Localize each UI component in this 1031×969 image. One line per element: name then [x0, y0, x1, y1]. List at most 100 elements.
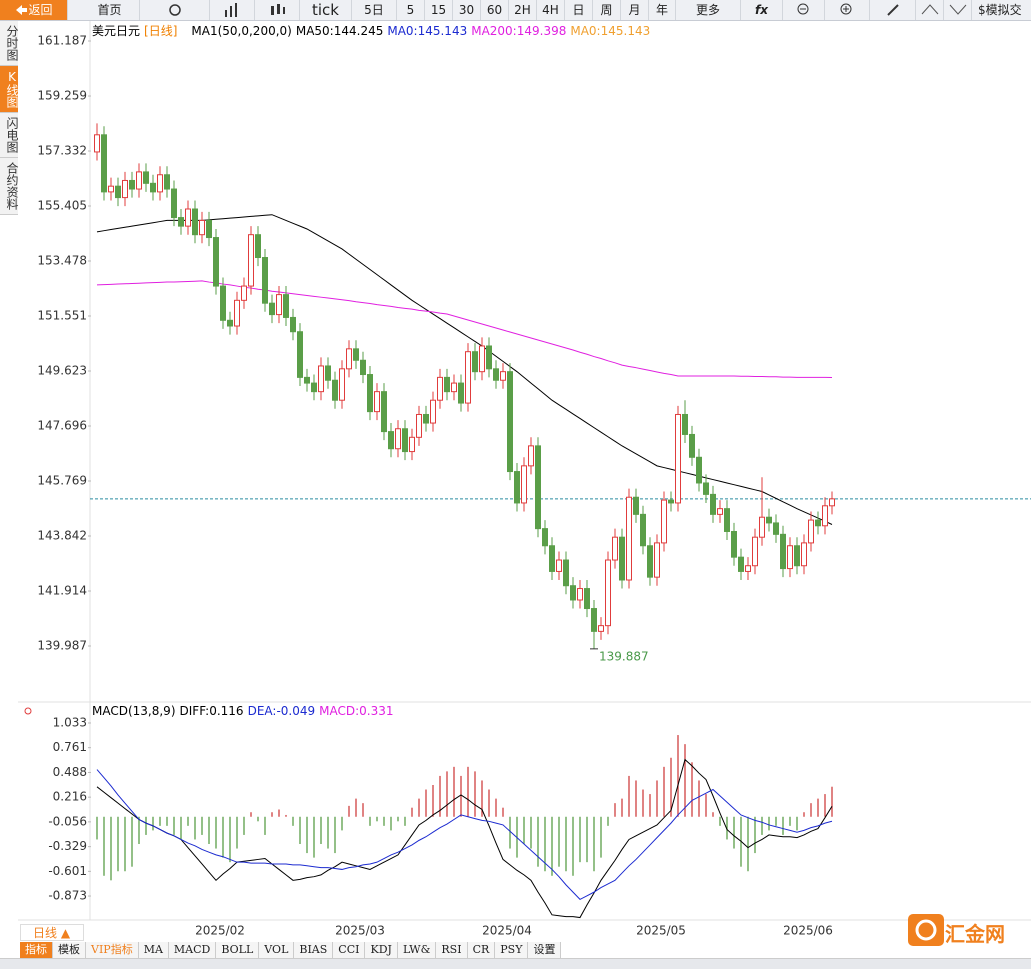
candle-body [612, 536, 618, 561]
indicator-tab[interactable]: MA [138, 942, 169, 958]
candle-body [185, 208, 191, 227]
candle-body [157, 174, 163, 193]
candle-body [808, 519, 814, 544]
side-tab[interactable]: K线图 [0, 66, 19, 113]
candle-body [535, 445, 541, 530]
period-option[interactable]: 年 [649, 0, 676, 20]
period-option[interactable]: 30 [453, 0, 481, 20]
candle-body [304, 376, 310, 384]
candle-body [374, 391, 380, 413]
zoom-out-button[interactable] [783, 0, 825, 20]
candle-body [780, 533, 786, 570]
period-option[interactable]: 15 [425, 0, 453, 20]
y-tick-label: -0.873 [48, 889, 87, 903]
period-option[interactable]: 周 [593, 0, 621, 20]
candle-body [598, 625, 604, 632]
indicator-tab[interactable]: 指标 [20, 942, 53, 958]
candle-body [717, 508, 723, 515]
period-option[interactable]: 2H [509, 0, 537, 20]
toolbar: 返回 首页 tick 更多 fx $模拟交 5日 5 15 30 60 2H 4H 日周月年 [0, 0, 1031, 21]
zoom-in-button[interactable] [825, 0, 870, 20]
fx-button[interactable]: fx [741, 0, 783, 20]
side-tab[interactable]: 闪电图 [0, 113, 19, 158]
indicator-tab[interactable]: RSI [436, 942, 468, 958]
indicator-tab[interactable]: MACD [168, 942, 217, 958]
y-tick-label: 139.987 [37, 639, 87, 653]
candle-body [549, 545, 555, 572]
candle-body [346, 348, 352, 370]
candle-body [269, 302, 275, 316]
logo-icon [908, 914, 944, 946]
indicator-tab[interactable]: KDJ [365, 942, 398, 958]
candle-body [731, 530, 737, 558]
indicator-tab[interactable]: CCI [333, 942, 366, 958]
candle-body [220, 285, 226, 321]
candle-body [192, 208, 198, 236]
candle-body [143, 171, 149, 184]
candle-body [178, 217, 184, 227]
indicator-tab[interactable]: BOLL [216, 942, 260, 958]
candle-icon [271, 4, 285, 15]
candle-body [325, 365, 331, 381]
indicator-tab[interactable]: VIP指标 [86, 942, 139, 958]
candle-body [255, 234, 261, 259]
macd-line [96, 769, 833, 901]
logo-mark [915, 919, 937, 941]
candle-body [738, 556, 744, 572]
y-tick-label: -0.329 [48, 839, 87, 853]
home-button[interactable]: 首页 [80, 0, 140, 20]
candle-body [416, 413, 422, 438]
chart-type-button[interactable] [210, 0, 255, 20]
indicator-tab[interactable]: CR [467, 942, 496, 958]
period-option[interactable]: 4H [537, 0, 565, 20]
indicator-tab[interactable]: LW& [397, 942, 437, 958]
candle-body [801, 542, 807, 567]
candle-body [794, 545, 800, 567]
bar-icon [225, 3, 237, 17]
candle-type-button[interactable] [255, 0, 300, 20]
candle-body [703, 482, 709, 495]
candle-body [766, 516, 772, 524]
period-option[interactable]: 5 [397, 0, 425, 20]
y-tick-label: 1.033 [53, 715, 87, 729]
draw-button[interactable] [870, 0, 916, 20]
up-button[interactable] [916, 0, 944, 20]
candle-body [388, 431, 394, 450]
period-option[interactable]: 5日 [352, 0, 397, 20]
candle-body [241, 285, 247, 301]
candle-body [675, 413, 681, 504]
tick-button[interactable]: tick [300, 0, 352, 20]
legend-entry: MA200:149.398 [471, 23, 567, 38]
refresh-button[interactable] [140, 0, 210, 20]
candle-body [290, 316, 296, 333]
indicator-tab[interactable]: VOL [259, 942, 295, 958]
period-button[interactable]: 日线 ▲ [20, 924, 84, 941]
y-tick-label: 161.187 [37, 34, 87, 48]
side-tab[interactable]: 分时图 [0, 21, 19, 66]
candle-body [689, 433, 695, 458]
indicator-tab[interactable]: 设置 [528, 942, 562, 958]
indicator-tab[interactable]: 模板 [53, 942, 86, 958]
down-icon [949, 4, 966, 15]
instrument-title: 美元日元 [92, 24, 141, 38]
candle-body [486, 345, 492, 370]
period-option[interactable]: 月 [621, 0, 649, 20]
legend-entry: MA50:144.245 [295, 23, 384, 38]
period-option[interactable]: 60 [481, 0, 509, 20]
indicator-tab[interactable]: BIAS [294, 942, 334, 958]
indicator-tab[interactable]: PSY [495, 942, 529, 958]
back-button[interactable]: 返回 [0, 0, 68, 20]
candle-body [759, 516, 765, 538]
period-option[interactable]: 日 [565, 0, 593, 20]
candle-body [234, 299, 240, 327]
sim-button[interactable]: $模拟交 [972, 0, 1031, 20]
candle-body [318, 365, 324, 393]
y-tick-label: 159.259 [37, 89, 87, 103]
candle-body [227, 319, 233, 327]
side-tab[interactable]: 合约资料 [0, 158, 19, 215]
down-button[interactable] [944, 0, 972, 20]
more-button[interactable]: 更多 [676, 0, 741, 20]
candle-body [423, 413, 429, 424]
candle-body [367, 374, 373, 413]
